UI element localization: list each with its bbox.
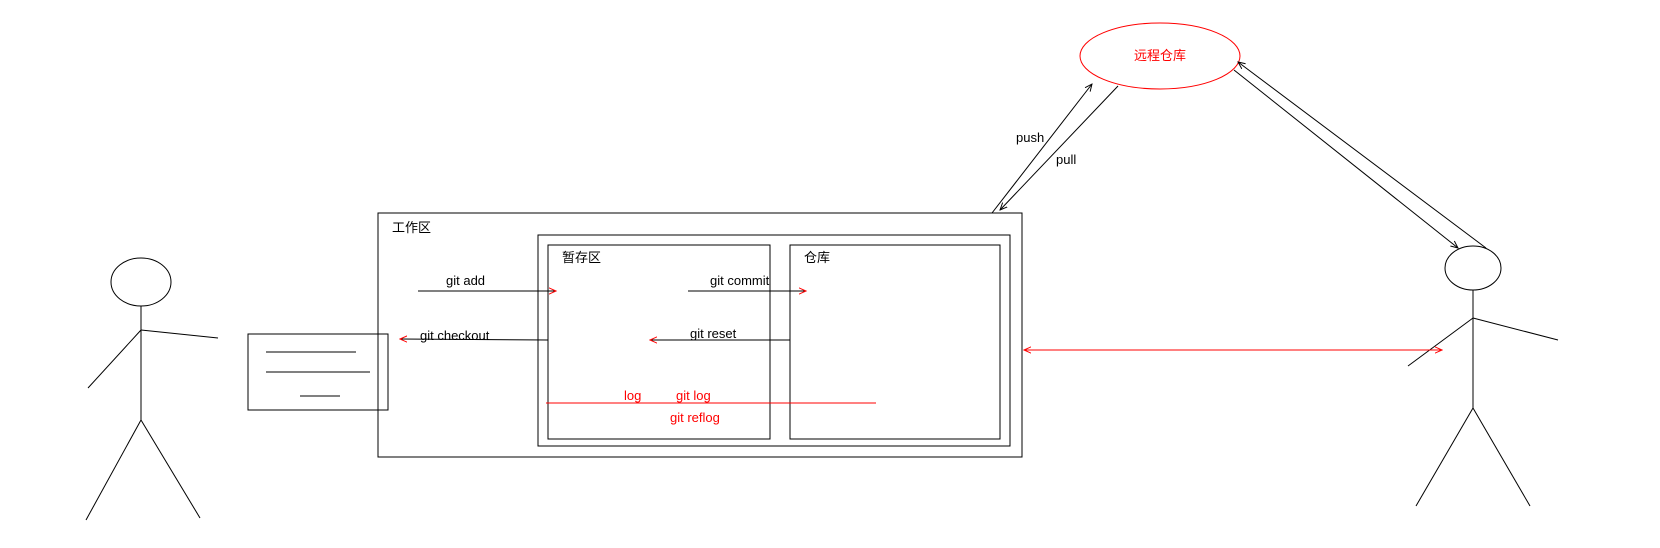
log-label: log: [624, 388, 641, 403]
working-area-label: 工作区: [392, 220, 431, 235]
arrows-layer: [400, 62, 1486, 403]
person-right-leg-l: [1416, 408, 1473, 506]
person-right-arm-r: [1473, 318, 1558, 340]
git-commit-label: git commit: [710, 273, 770, 288]
arrow-remote_to_right_down: [1234, 70, 1458, 248]
git-reset-label: git reset: [690, 326, 737, 341]
person-right-leg-r: [1473, 408, 1530, 506]
person-left-leg-r: [141, 420, 200, 518]
arrow-push: [992, 84, 1092, 213]
person-left-head: [111, 258, 171, 306]
person-left-leg-l: [86, 420, 141, 520]
pull-label: pull: [1056, 152, 1076, 167]
git-reflog-label: git reflog: [670, 410, 720, 425]
git-diagram: 远程仓库 工作区 暂存区 仓库 git add git commit git c…: [0, 0, 1660, 548]
person-right-head: [1445, 246, 1501, 290]
git-checkout-label: git checkout: [420, 328, 490, 343]
arrow-pull: [1000, 86, 1118, 210]
git-log-label: git log: [676, 388, 711, 403]
person-left-arm-r: [141, 330, 218, 338]
git-add-label: git add: [446, 273, 485, 288]
arrow-right_to_remote_up: [1238, 62, 1486, 248]
repository-label: 仓库: [804, 250, 830, 265]
person-right-arm-l: [1408, 318, 1473, 366]
push-label: push: [1016, 130, 1044, 145]
person-left-arm-l: [88, 330, 141, 388]
remote-repo-label: 远程仓库: [1134, 48, 1186, 63]
staging-area-label: 暂存区: [562, 250, 601, 265]
repository-rect: [790, 245, 1000, 439]
